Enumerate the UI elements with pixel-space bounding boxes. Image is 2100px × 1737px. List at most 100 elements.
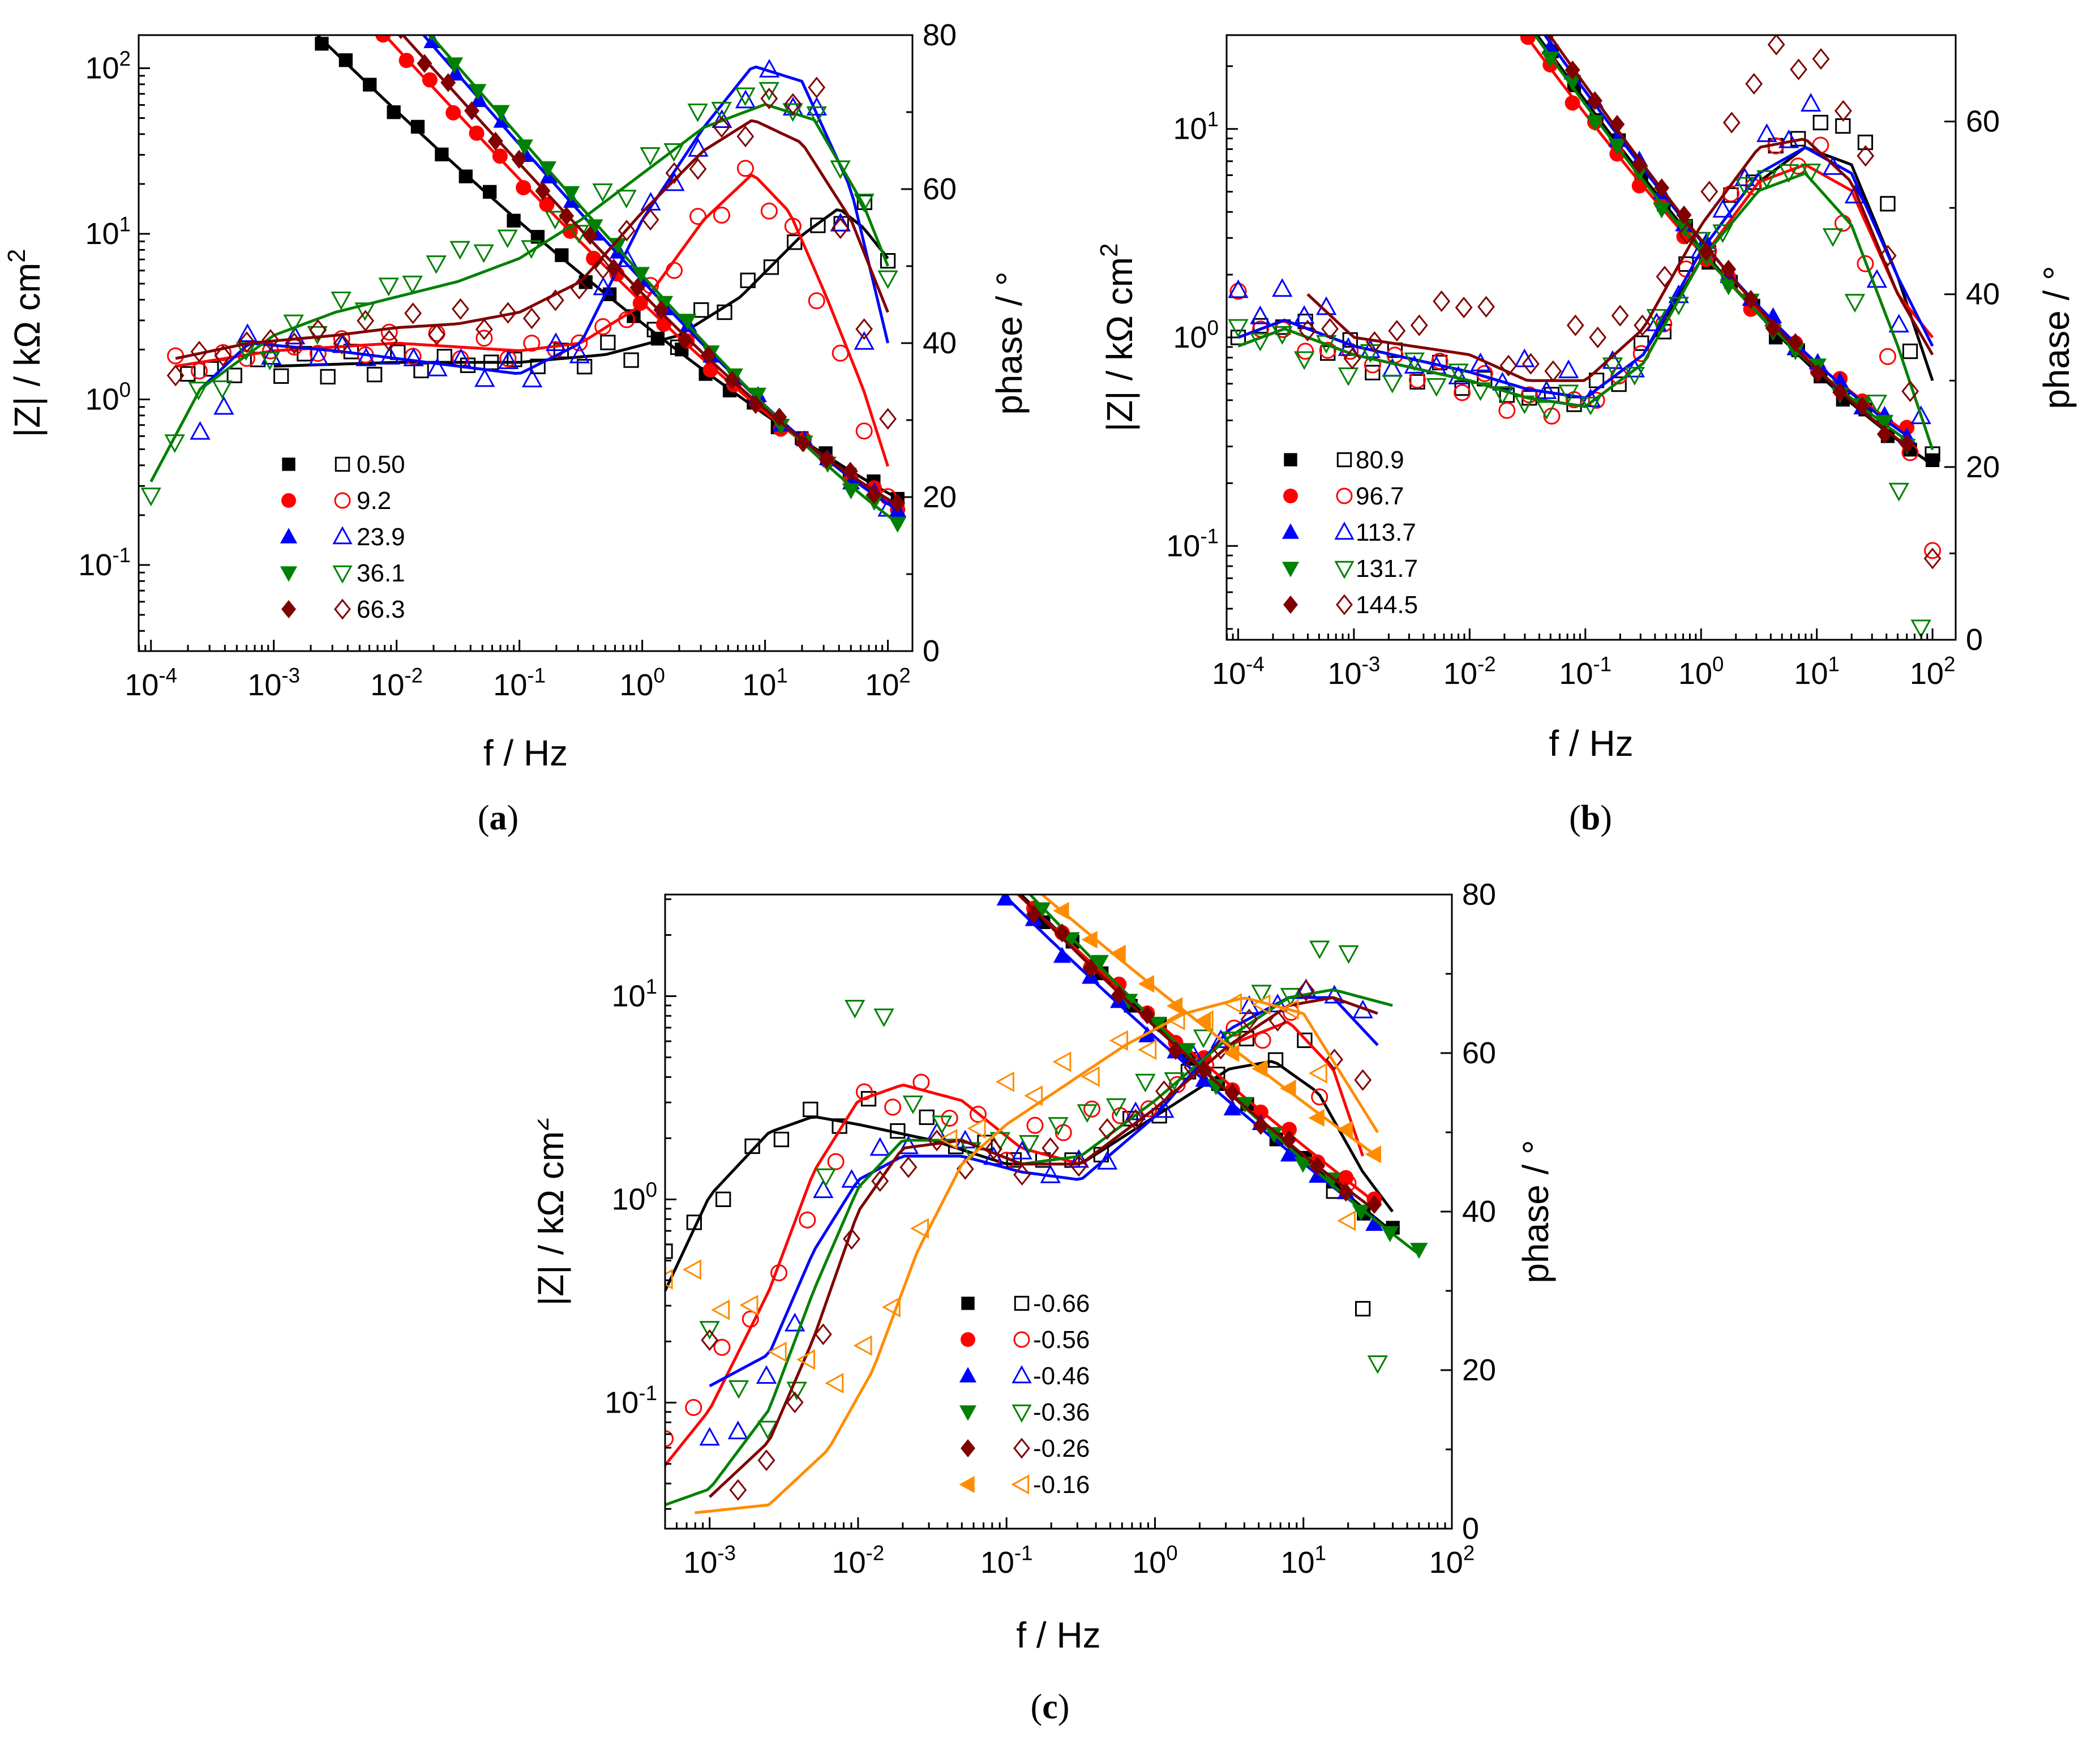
- phase-point: [592, 183, 613, 202]
- legend-marker-open: [334, 598, 351, 620]
- modulus-point: [1223, 1044, 1240, 1062]
- modulus-point: [1876, 425, 1892, 444]
- modulus-point: [487, 131, 503, 151]
- modulus-point: [585, 219, 603, 236]
- phase-point: [309, 345, 327, 362]
- phase-point: [1367, 1355, 1388, 1374]
- y2-axis: 0 20 40 60 80: [1441, 878, 1496, 1546]
- phase-point: [931, 1115, 953, 1135]
- phase-point: [1354, 1069, 1372, 1091]
- phase-point: [899, 1156, 918, 1178]
- phase-point: [545, 211, 565, 230]
- phase-point: [641, 209, 659, 231]
- phase-point: [379, 345, 400, 365]
- phase-point: [164, 434, 185, 453]
- phase-point: [190, 421, 211, 440]
- caption-b: (b): [1569, 799, 1612, 837]
- phase-point: [404, 302, 422, 324]
- modulus-point: [1091, 955, 1109, 972]
- phase-point: [1866, 395, 1888, 414]
- phase-point: [1678, 223, 1696, 245]
- phase-point: [320, 369, 336, 385]
- phase-point: [1879, 348, 1896, 365]
- phase-point: [1267, 1052, 1284, 1068]
- phase-point: [1778, 129, 1799, 148]
- phase-point: [717, 304, 732, 320]
- phase-fit-line: [175, 173, 889, 467]
- modulus-point: [1026, 904, 1042, 924]
- x-tick-label: 10-4: [1212, 652, 1265, 691]
- phase-point: [616, 248, 637, 267]
- phase-point: [474, 368, 495, 387]
- modulus-point: [968, 866, 985, 878]
- modulus-point: [1224, 1083, 1240, 1103]
- modulus-point: [1008, 878, 1021, 891]
- phase-point: [1558, 360, 1579, 378]
- modulus-point: [352, 0, 367, 11]
- phase-point: [689, 158, 707, 180]
- phase-point: [1454, 384, 1471, 401]
- phase-point: [1251, 985, 1272, 1004]
- phase-point: [1410, 314, 1428, 336]
- chart-panel-c: 10-3 10-2 10-1 100 101 102 10-1 100 101 0 20 40 60 80…: [538, 866, 1556, 1655]
- phase-point: [623, 352, 639, 368]
- phase-point: [1321, 318, 1339, 340]
- legend: 80.9 96.7 113.7 131.7 144.5: [1282, 446, 1418, 619]
- phase-point: [473, 244, 494, 263]
- modulus-point: [445, 105, 461, 121]
- phase-point: [898, 1135, 919, 1154]
- modulus-point: [1609, 114, 1625, 134]
- legend-marker-open: [1336, 452, 1352, 468]
- phase-point: [782, 103, 803, 122]
- x-axis-label: f / Hz: [1549, 723, 1633, 764]
- phase-point: [1240, 1008, 1258, 1030]
- modulus-point: [1149, 1016, 1167, 1033]
- modulus-point: [1563, 75, 1582, 91]
- modulus-point: [417, 54, 432, 73]
- phase-point: [1756, 123, 1777, 142]
- legend-marker-filled: [1284, 453, 1297, 467]
- phase-point: [475, 330, 493, 347]
- y-tick-label: 10-1: [1166, 525, 1219, 563]
- modulus-point: [1720, 279, 1738, 296]
- y-axis: 10-1 100 101 102: [78, 47, 150, 632]
- legend-label: 66.3: [357, 596, 405, 623]
- modulus-point: [818, 450, 834, 469]
- y2-tick-label: 80: [923, 18, 957, 52]
- modulus-point: [370, 0, 385, 15]
- phase-point: [1155, 1080, 1173, 1102]
- phase-point: [1844, 294, 1866, 313]
- legend-marker-open: [332, 565, 353, 584]
- phase-point: [1229, 283, 1247, 300]
- phase-point: [1355, 1300, 1371, 1317]
- phase-point: [499, 302, 517, 324]
- modulus-point: [1178, 1043, 1196, 1059]
- phase-point: [309, 319, 327, 341]
- phase-point: [739, 1295, 758, 1316]
- phase-point: [212, 380, 233, 399]
- phase-point: [1544, 360, 1562, 382]
- phase-point: [1789, 157, 1807, 175]
- phase-point: [728, 1380, 749, 1399]
- phase-point: [618, 311, 636, 328]
- phase-fit-line: [175, 119, 889, 360]
- modulus-point: [535, 181, 551, 200]
- phase-point: [1293, 305, 1315, 324]
- modulus-point: [470, 91, 488, 108]
- phase-point: [1280, 999, 1299, 1020]
- legend-marker-open: [1334, 521, 1355, 540]
- modulus-point: [1541, 52, 1559, 68]
- legend-label: 23.9: [357, 523, 405, 551]
- phase-point: [729, 1479, 747, 1501]
- phase-point: [854, 194, 875, 213]
- modulus-point: [1899, 434, 1915, 453]
- modulus-point: [1207, 1079, 1225, 1096]
- phase-point: [938, 1128, 958, 1150]
- y2-tick-label: 80: [1462, 878, 1496, 912]
- modulus-point: [1336, 1120, 1353, 1139]
- phase-point: [1296, 978, 1317, 998]
- modulus-point: [1111, 985, 1127, 1005]
- phase-point: [1098, 1118, 1116, 1140]
- phase-point: [1536, 380, 1557, 399]
